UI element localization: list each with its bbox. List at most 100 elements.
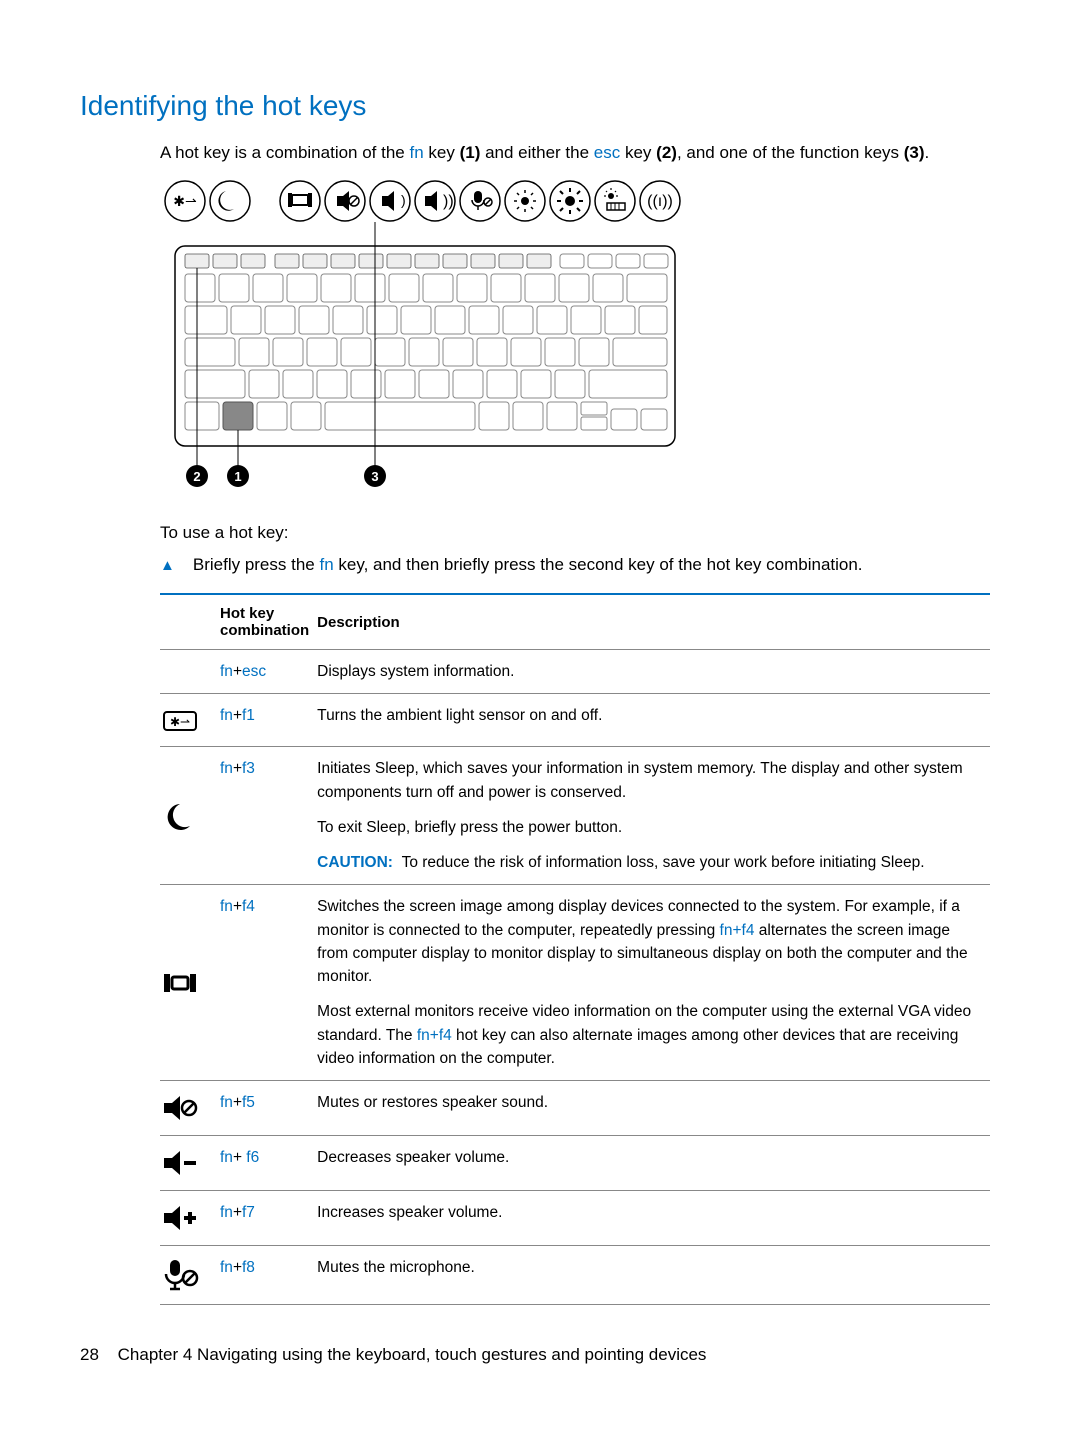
key-label: f5 — [242, 1094, 255, 1111]
key-label: f3 — [242, 760, 255, 777]
row-key: fn+esc — [220, 650, 317, 694]
fn-label: fn — [220, 663, 233, 680]
plus-label: + — [233, 663, 242, 680]
fn-label: fn — [220, 1149, 233, 1166]
table-row: fn+esc Displays system information. — [160, 650, 990, 694]
plus-label: + — [233, 898, 242, 915]
plus-label: + — [233, 1204, 242, 1221]
key-label: f6 — [242, 1149, 259, 1166]
display-switch-icon — [160, 885, 220, 1081]
desc-text: Switches the screen image among display … — [317, 895, 982, 988]
volume-down-icon — [160, 1136, 220, 1191]
svg-text:1: 1 — [234, 469, 241, 484]
mute-icon — [160, 1081, 220, 1136]
page-number: 28 — [80, 1345, 99, 1365]
section-heading: Identifying the hot keys — [80, 90, 1000, 122]
triangle-bullet-icon: ▲ — [160, 555, 175, 578]
caution-label: CAUTION: — [317, 854, 393, 871]
row-desc: Turns the ambient light sensor on and of… — [317, 694, 990, 747]
svg-text:)): )) — [443, 193, 454, 210]
table-header-combo: Hot key combination — [220, 594, 317, 650]
callout-1: (1) — [460, 143, 481, 162]
instruction-text-a: Briefly press the — [193, 555, 320, 574]
plus-label: + — [233, 760, 242, 777]
ambient-light-icon: ✱⇀ — [160, 694, 220, 747]
fn-label: fn — [220, 1094, 233, 1111]
intro-text: and either the — [480, 143, 593, 162]
intro-paragraph: A hot key is a combination of the fn key… — [160, 140, 1000, 166]
svg-text:✱⇀: ✱⇀ — [170, 715, 190, 729]
table-row: fn+f3 Initiates Sleep, which saves your … — [160, 747, 990, 885]
plus-label: + — [233, 707, 242, 724]
desc-text: Turns the ambient light sensor on and of… — [317, 704, 982, 727]
table-row: fn+f7 Increases speaker volume. — [160, 1191, 990, 1246]
row-desc: Mutes or restores speaker sound. — [317, 1081, 990, 1136]
table-row: fn+ f6 Decreases speaker volume. — [160, 1136, 990, 1191]
key-label: f7 — [242, 1204, 255, 1221]
volume-up-icon — [160, 1191, 220, 1246]
instruction-text: Briefly press the fn key, and then brief… — [193, 555, 863, 575]
row-key: fn+f5 — [220, 1081, 317, 1136]
page-footer: 28 Chapter 4 Navigating using the keyboa… — [80, 1345, 1000, 1365]
desc-text: Mutes or restores speaker sound. — [317, 1091, 982, 1114]
intro-text: key — [620, 143, 656, 162]
key-label: esc — [242, 663, 266, 680]
chapter-title: Chapter 4 Navigating using the keyboard,… — [118, 1345, 707, 1364]
instruction-bullet: ▲ Briefly press the fn key, and then bri… — [160, 555, 1000, 578]
plus-label: + — [233, 1149, 242, 1166]
sleep-icon — [160, 747, 220, 885]
table-row: fn+f4 Switches the screen image among di… — [160, 885, 990, 1081]
esc-key-label: esc — [594, 143, 620, 162]
row-desc: Displays system information. — [317, 650, 990, 694]
fn-label: fn — [220, 898, 233, 915]
row-key: fn+ f6 — [220, 1136, 317, 1191]
row-icon — [160, 650, 220, 694]
fn-label: fn — [220, 1204, 233, 1221]
inline-key: fn+f4 — [720, 922, 755, 939]
inline-key: fn+f4 — [417, 1027, 452, 1044]
row-desc: Mutes the microphone. — [317, 1246, 990, 1305]
row-key: fn+f8 — [220, 1246, 317, 1305]
svg-text:): ) — [401, 192, 406, 208]
row-desc: Decreases speaker volume. — [317, 1136, 990, 1191]
desc-text: Increases speaker volume. — [317, 1201, 982, 1224]
keyboard-figure: ✱⇀ ) )) ((ı)) — [160, 176, 1000, 511]
row-key: fn+f4 — [220, 885, 317, 1081]
callout-3: (3) — [904, 143, 925, 162]
fn-key-label: fn — [319, 555, 333, 574]
key-label: f8 — [242, 1259, 255, 1276]
use-hotkey-text: To use a hot key: — [160, 523, 1000, 543]
row-key: fn+f3 — [220, 747, 317, 885]
fn-key-label: fn — [409, 143, 423, 162]
row-desc: Increases speaker volume. — [317, 1191, 990, 1246]
key-label: f4 — [242, 898, 255, 915]
intro-text: , and one of the function keys — [677, 143, 904, 162]
table-row: fn+f5 Mutes or restores speaker sound. — [160, 1081, 990, 1136]
fn-label: fn — [220, 760, 233, 777]
plus-label: + — [233, 1259, 242, 1276]
table-header-icon — [160, 594, 220, 650]
svg-text:✱⇀: ✱⇀ — [173, 193, 197, 209]
desc-text: Displays system information. — [317, 660, 982, 683]
plus-label: + — [233, 1094, 242, 1111]
row-desc: Initiates Sleep, which saves your inform… — [317, 747, 990, 885]
row-key: fn+f1 — [220, 694, 317, 747]
key-label: f1 — [242, 707, 255, 724]
row-desc: Switches the screen image among display … — [317, 885, 990, 1081]
hotkey-table: Hot key combination Description fn+esc D… — [160, 593, 990, 1305]
svg-text:3: 3 — [371, 469, 378, 484]
row-key: fn+f7 — [220, 1191, 317, 1246]
svg-text:2: 2 — [193, 469, 200, 484]
desc-text: To exit Sleep, briefly press the power b… — [317, 816, 982, 839]
fn-label: fn — [220, 707, 233, 724]
instruction-text-b: key, and then briefly press the second k… — [334, 555, 863, 574]
callout-2: (2) — [656, 143, 677, 162]
desc-text: Most external monitors receive video inf… — [317, 1000, 982, 1070]
caution-line: CAUTION: To reduce the risk of informati… — [317, 851, 982, 874]
caution-text: To reduce the risk of information loss, … — [402, 854, 925, 871]
table-row: fn+f8 Mutes the microphone. — [160, 1246, 990, 1305]
desc-text: Decreases speaker volume. — [317, 1146, 982, 1169]
svg-text:((ı)): ((ı)) — [647, 193, 673, 210]
intro-text: key — [424, 143, 460, 162]
table-row: ✱⇀ fn+f1 Turns the ambient light sensor … — [160, 694, 990, 747]
